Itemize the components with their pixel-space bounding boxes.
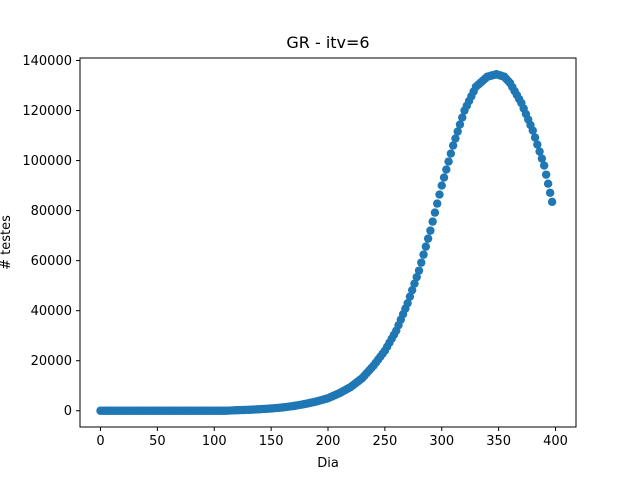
x-axis: 0 50 100 150 200 250 300 350 400: [96, 427, 568, 449]
data-point: [442, 165, 451, 174]
scatter-series: [96, 70, 557, 415]
data-point: [412, 272, 421, 282]
x-tick-label: 250: [372, 434, 397, 449]
data-point: [437, 181, 446, 190]
y-tick-label: 60000: [31, 254, 72, 269]
data-point: [533, 140, 542, 149]
x-tick-label: 150: [259, 434, 284, 449]
data-point: [530, 133, 540, 142]
y-tick-label: 80000: [31, 204, 72, 219]
y-tick-label: 120000: [22, 104, 72, 119]
data-point: [430, 208, 440, 217]
data-point: [421, 242, 431, 251]
data-point: [439, 173, 449, 182]
y-tick-label: 100000: [22, 154, 72, 169]
x-tick-label: 400: [543, 434, 568, 449]
x-tick-label: 200: [316, 434, 341, 449]
data-point: [537, 154, 547, 163]
data-point: [547, 197, 557, 207]
data-point: [410, 279, 419, 288]
y-tick-label: 140000: [22, 54, 72, 69]
data-point: [417, 258, 426, 267]
x-tick-label: 350: [486, 434, 511, 449]
data-point: [528, 126, 537, 135]
data-point: [453, 127, 462, 136]
data-point: [458, 113, 467, 122]
data-point: [535, 147, 544, 156]
data-point: [426, 226, 435, 235]
data-point: [541, 170, 551, 179]
data-point: [455, 120, 465, 129]
data-point: [405, 292, 415, 301]
data-point: [444, 157, 453, 166]
data-point: [414, 266, 424, 275]
data-point: [448, 141, 458, 150]
data-point: [545, 188, 555, 197]
y-tick-label: 40000: [31, 304, 72, 319]
data-point: [539, 161, 549, 170]
y-axis-label: # testes: [0, 215, 14, 270]
data-point: [435, 190, 444, 199]
data-point: [403, 298, 412, 308]
y-tick-label: 20000: [31, 354, 72, 369]
data-point: [446, 149, 456, 158]
data-point: [419, 250, 428, 259]
y-axis: 0 20000 40000 60000 80000 100000 120000 140000: [22, 54, 80, 419]
x-axis-label: Dia: [317, 456, 339, 471]
x-tick-label: 0: [96, 434, 104, 449]
data-point: [407, 285, 417, 295]
data-point: [543, 179, 553, 188]
data-point: [428, 217, 437, 226]
data-point: [451, 134, 460, 143]
data-point: [423, 234, 433, 243]
y-tick-label: 0: [64, 404, 72, 419]
chart-title: GR - itv=6: [286, 33, 369, 52]
x-tick-label: 50: [149, 434, 166, 449]
data-point: [433, 199, 442, 208]
x-tick-label: 100: [202, 434, 227, 449]
x-tick-label: 300: [429, 434, 454, 449]
